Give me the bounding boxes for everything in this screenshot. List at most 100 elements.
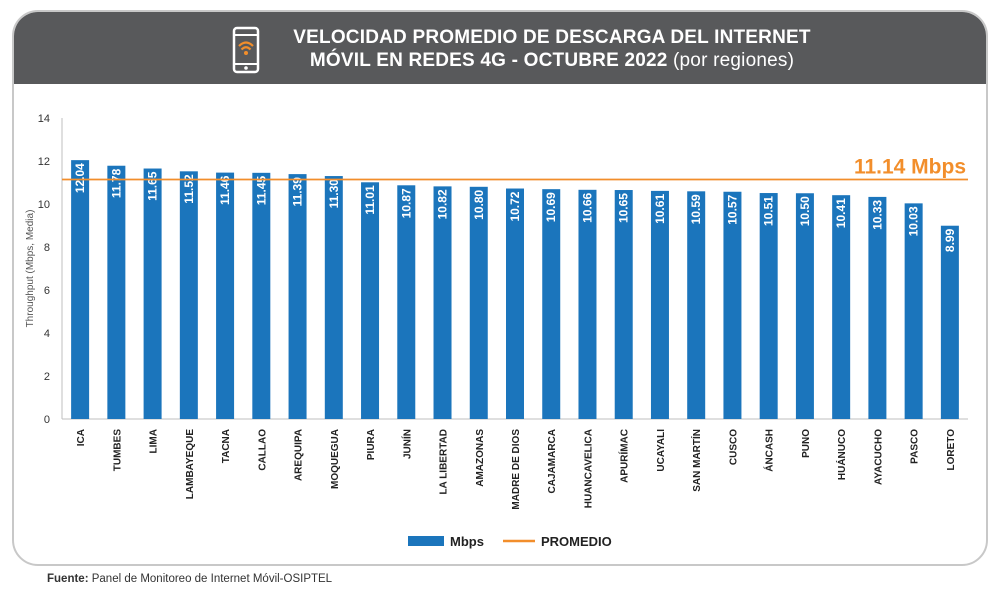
- category-label: PASCO: [910, 429, 921, 464]
- legend-label-promedio: PROMEDIO: [541, 534, 612, 549]
- category-label: UCAYALI: [656, 429, 667, 472]
- bar: [868, 196, 887, 419]
- category-label: LAMBAYEQUE: [185, 429, 196, 500]
- category-label: TACNA: [221, 429, 232, 463]
- bar-value-label: 10.03: [907, 206, 921, 236]
- bar-value-label: 8.99: [943, 228, 957, 252]
- title-line-2-bold: MÓVIL EN REDES 4G - OCTUBRE 2022: [309, 50, 668, 71]
- bar: [71, 160, 90, 419]
- bar: [324, 176, 343, 419]
- legend-swatch-mbps: [408, 536, 444, 546]
- source-footer: Fuente: Panel de Monitoreo de Internet M…: [47, 573, 332, 585]
- bar: [252, 172, 271, 419]
- y-tick-label: 2: [44, 371, 50, 383]
- source-text: Panel de Monitoreo de Internet Móvil-OSI…: [91, 573, 333, 585]
- category-label: TUMBES: [112, 429, 123, 472]
- bar-value-label: 11.30: [327, 179, 341, 209]
- category-label: APURÍMAC: [618, 429, 631, 483]
- bar: [614, 190, 633, 419]
- bar: [578, 189, 597, 419]
- bar-value-label: 10.33: [870, 200, 884, 230]
- bar: [433, 186, 452, 419]
- bar: [759, 193, 778, 419]
- category-label: MADRE DE DIOS: [511, 429, 522, 510]
- bar: [216, 172, 235, 419]
- bar-value-label: 10.72: [508, 191, 522, 221]
- y-tick-label: 14: [38, 113, 50, 125]
- bar: [179, 171, 198, 419]
- y-tick-label: 8: [44, 242, 50, 254]
- bar-value-label: 10.59: [689, 194, 703, 224]
- category-label: MOQUEGUA: [330, 429, 341, 489]
- title-banner: VELOCIDAD PROMEDIO DE DESCARGA DEL INTER…: [14, 12, 986, 84]
- category-label: AMAZONAS: [475, 429, 486, 487]
- bar-value-label: 10.80: [472, 189, 486, 219]
- bar: [542, 189, 561, 419]
- category-label: AREQUIPA: [294, 429, 305, 481]
- bar-value-label: 10.66: [580, 192, 594, 222]
- category-label: SAN MARTÍN: [690, 429, 703, 492]
- bar: [361, 182, 380, 419]
- bar-value-label: 11.52: [182, 174, 196, 204]
- bar-value-label: 11.65: [146, 171, 160, 201]
- bar: [506, 188, 524, 419]
- bar-value-label: 10.87: [399, 188, 413, 218]
- category-label: CAJAMARCA: [547, 429, 558, 493]
- category-label: CALLAO: [257, 429, 268, 471]
- category-label: CUSCO: [728, 429, 739, 465]
- category-label: HUÁNUCO: [835, 429, 848, 480]
- y-tick-label: 4: [44, 328, 50, 340]
- legend-label-mbps: Mbps: [450, 534, 484, 549]
- category-label: JUNÍN: [400, 429, 413, 459]
- category-label: PIURA: [366, 429, 377, 460]
- bar: [795, 193, 814, 419]
- bar-value-label: 11.01: [363, 185, 377, 215]
- chart-card: VELOCIDAD PROMEDIO DE DESCARGA DEL INTER…: [12, 10, 988, 566]
- bar: [143, 168, 162, 419]
- bar: [650, 190, 669, 419]
- bar-value-label: 12.04: [73, 163, 87, 193]
- bar-value-label: 10.41: [834, 198, 848, 228]
- bar: [288, 174, 307, 419]
- title-line-1: VELOCIDAD PROMEDIO DE DESCARGA DEL INTER…: [293, 27, 811, 48]
- bar-chart: 0 2 4 6 8 10 12 14 Throughput (Mbps, Media) 12.04…: [25, 113, 968, 549]
- bar-value-label: 10.61: [653, 194, 667, 224]
- y-axis-label: Throughput (Mbps, Media): [25, 210, 36, 328]
- bar: [469, 186, 488, 419]
- category-label: ÁNCASH: [763, 429, 776, 472]
- category-label: LA LIBERTAD: [439, 429, 450, 495]
- bar-value-label: 11.39: [291, 177, 305, 207]
- bar-value-label: 10.82: [436, 189, 450, 219]
- bar: [397, 185, 416, 419]
- bar-value-label: 11.45: [254, 176, 268, 206]
- y-tick-label: 12: [38, 156, 50, 168]
- bar: [107, 165, 126, 419]
- bar: [687, 191, 706, 419]
- bar-value-label: 11.46: [218, 175, 232, 205]
- category-label: PUNO: [801, 429, 812, 458]
- bar-value-label: 10.50: [798, 196, 812, 226]
- y-tick-label: 10: [38, 199, 50, 211]
- bar-value-label: 11.78: [109, 168, 123, 198]
- bar: [832, 195, 851, 419]
- category-label: AYACUCHO: [873, 429, 884, 485]
- bar: [723, 191, 742, 419]
- y-tick-label: 0: [44, 414, 50, 426]
- bar-value-label: 10.51: [762, 196, 776, 226]
- category-label: LORETO: [946, 429, 957, 471]
- bar-value-label: 10.69: [544, 192, 558, 222]
- category-label: ICA: [76, 429, 87, 446]
- source-label: Fuente:: [47, 573, 89, 585]
- smartphone-wifi-icon: [232, 26, 260, 74]
- bar-value-label: 10.65: [617, 193, 631, 223]
- title-line-2: MÓVIL EN REDES 4G - OCTUBRE 2022 (por re…: [272, 49, 832, 72]
- title-line-2-light: (por regiones): [673, 50, 795, 71]
- bar: [940, 225, 959, 419]
- category-label: HUANCAVELICA: [583, 429, 594, 508]
- category-label: LIMA: [149, 429, 160, 453]
- average-value-label: 11.14 Mbps: [854, 155, 966, 178]
- bar: [904, 203, 923, 419]
- bar-value-label: 10.57: [725, 194, 739, 224]
- y-tick-label: 6: [44, 285, 50, 297]
- chart-title: VELOCIDAD PROMEDIO DE DESCARGA DEL INTER…: [272, 26, 832, 72]
